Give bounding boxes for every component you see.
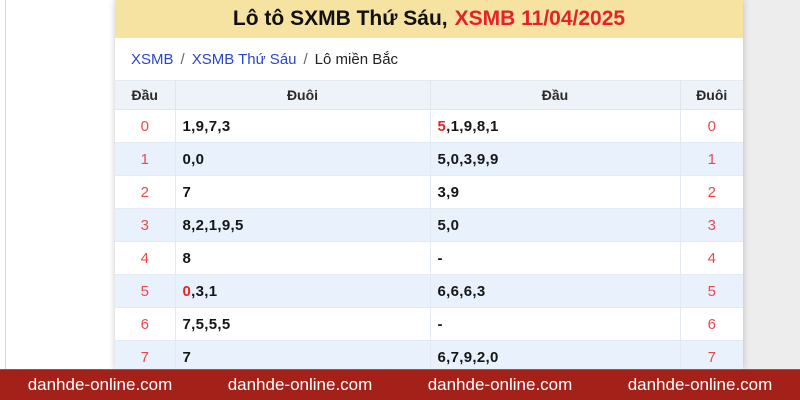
cell-duoi-left: 8 — [174, 241, 430, 275]
cell-dau-right: - — [429, 307, 680, 341]
footer-brand: danhde-online.com — [427, 375, 573, 394]
cell-duoi-left: 1,9,7,3 — [174, 109, 430, 143]
cell-dau-left: 0 — [115, 109, 175, 143]
cell-duoi-right: 6 — [679, 307, 743, 341]
table-row: 2 7 3,9 2 — [115, 175, 743, 209]
cell-dau-left: 6 — [115, 307, 175, 341]
cell-dau-right: 5,1,9,8,1 — [429, 109, 680, 143]
cell-dau-left: 4 — [115, 241, 175, 275]
col-header-dau-right: Đầu — [429, 80, 680, 110]
table-header-row: Đầu Đuôi Đầu Đuôi — [115, 80, 743, 110]
cell-dau-right: - — [429, 241, 680, 275]
cell-duoi-right: 0 — [679, 109, 743, 143]
cell-dau-left: 3 — [115, 208, 175, 242]
cell-dau-right: 6,7,9,2,0 — [429, 340, 680, 369]
page-title: Lô tô SXMB Thứ Sáu, XSMB 11/04/2025 — [115, 0, 743, 38]
cell-duoi-right: 4 — [679, 241, 743, 275]
cell-duoi-left: 0,3,1 — [174, 274, 430, 308]
breadcrumb-link-xsmb-thu-sau[interactable]: XSMB Thứ Sáu — [191, 50, 297, 68]
cell-duoi-right: 2 — [679, 175, 743, 209]
cell-duoi-left: 8,2,1,9,5 — [174, 208, 430, 242]
col-header-duoi-right: Đuôi — [679, 80, 743, 110]
table-row: 3 8,2,1,9,5 5,0 3 — [115, 208, 743, 242]
cell-duoi-right: 5 — [679, 274, 743, 308]
table-row: 0 1,9,7,3 5,1,9,8,1 0 — [115, 109, 743, 143]
breadcrumb-separator: / — [180, 50, 185, 68]
breadcrumb-link-xsmb[interactable]: XSMB — [131, 50, 174, 68]
page-title-date: XSMB 11/04/2025 — [454, 7, 626, 30]
footer-brand: danhde-online.com — [227, 375, 373, 394]
footer-brand: danhde-online.com — [27, 375, 173, 394]
table-row: 6 7,5,5,5-6 — [115, 307, 743, 341]
content-card: Lô tô SXMB Thứ Sáu, XSMB 11/04/2025 XSMB… — [115, 0, 743, 369]
table-row: 5 0,3,1 6,6,6,3 5 — [115, 274, 743, 308]
cell-duoi-right: 3 — [679, 208, 743, 242]
breadcrumb-current-lo-mien-bac: Lô miền Bắc — [314, 50, 399, 68]
footer-brand: danhde-online.com — [627, 375, 773, 394]
cell-dau-right: 5,0,3,9,9 — [429, 142, 680, 176]
cell-dau-left: 7 — [115, 340, 175, 369]
table-row: 1 0,0 5,0,3,9,9 1 — [115, 142, 743, 176]
cell-dau-right: 3,9 — [429, 175, 680, 209]
col-header-duoi-left: Đuôi — [174, 80, 430, 110]
cell-dau-left: 1 — [115, 142, 175, 176]
cell-duoi-left: 7,5,5,5 — [174, 307, 430, 341]
page-left-divider — [5, 0, 6, 369]
col-header-dau-left: Đầu — [115, 80, 175, 110]
cell-duoi-right: 1 — [679, 142, 743, 176]
cell-dau-right: 5,0 — [429, 208, 680, 242]
page-title-text: Lô tô SXMB Thứ Sáu, — [232, 7, 448, 30]
page-right-background — [743, 0, 800, 369]
footer-banner: danhde-online.com danhde-online.com danhde… — [0, 369, 800, 400]
breadcrumb: XSMB / XSMB Thứ Sáu / Lô miền Bắc — [115, 38, 743, 80]
cell-dau-right: 6,6,6,3 — [429, 274, 680, 308]
cell-duoi-right: 7 — [679, 340, 743, 369]
loto-table-body: 0 1,9,7,3 5,1,9,8,1 0 1 0,0 5,0,3,9,9 1 2 7 3,9 2 3 8… — [115, 109, 743, 369]
cell-duoi-left: 0,0 — [174, 142, 430, 176]
cell-dau-left: 2 — [115, 175, 175, 209]
loto-table: Đầu Đuôi Đầu Đuôi 0 1,9,7,3 5,1,9,8,1 0 1 0,0… — [115, 80, 743, 369]
special-red-digit: 0 — [182, 282, 192, 300]
cell-duoi-left: 7 — [174, 340, 430, 369]
table-row: 7 7 6,7,9,2,0 7 — [115, 340, 743, 369]
breadcrumb-separator: / — [303, 50, 308, 68]
cell-dau-left: 5 — [115, 274, 175, 308]
cell-duoi-left: 7 — [174, 175, 430, 209]
special-red-digit: 5 — [437, 117, 447, 135]
